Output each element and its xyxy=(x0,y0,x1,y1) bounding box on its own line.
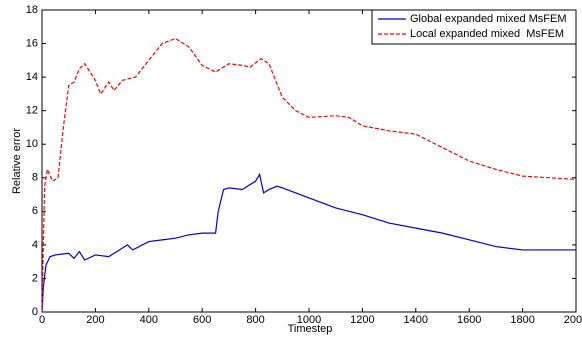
x-tick-label: 200 xyxy=(86,314,104,326)
x-tick-label: 1200 xyxy=(350,314,374,326)
y-tick-label: 8 xyxy=(32,172,38,184)
x-tick-label: 0 xyxy=(39,314,45,326)
y-tick-label: 10 xyxy=(26,138,38,150)
series-line xyxy=(41,172,576,313)
y-tick-label: 4 xyxy=(32,239,38,251)
legend-label: Local expanded mixed MsFEM xyxy=(410,28,564,40)
x-tick-label: 1000 xyxy=(297,314,321,326)
y-tick-label: 12 xyxy=(26,105,38,117)
plot-frame xyxy=(41,9,577,313)
series-line xyxy=(41,37,577,313)
legend-box xyxy=(371,9,577,45)
y-tick-label: 6 xyxy=(32,205,38,217)
y-tick-label: 14 xyxy=(26,71,38,83)
x-tick-label: 400 xyxy=(140,314,158,326)
y-axis-label: Relative error xyxy=(11,128,23,194)
legend-label: Global expanded mixed MsFEM xyxy=(410,13,567,25)
x-tick-label: 800 xyxy=(246,314,264,326)
y-tick-label: 18 xyxy=(26,4,38,16)
y-tick-label: 0 xyxy=(32,306,38,318)
y-tick-label: 16 xyxy=(26,37,38,49)
x-tick-label: 1800 xyxy=(510,314,534,326)
y-tick-label: 2 xyxy=(32,272,38,284)
x-tick-label: 600 xyxy=(193,314,211,326)
x-tick-label: 1400 xyxy=(404,314,428,326)
x-axis-label: Timestep xyxy=(288,323,333,335)
x-tick-label: 1600 xyxy=(457,314,481,326)
